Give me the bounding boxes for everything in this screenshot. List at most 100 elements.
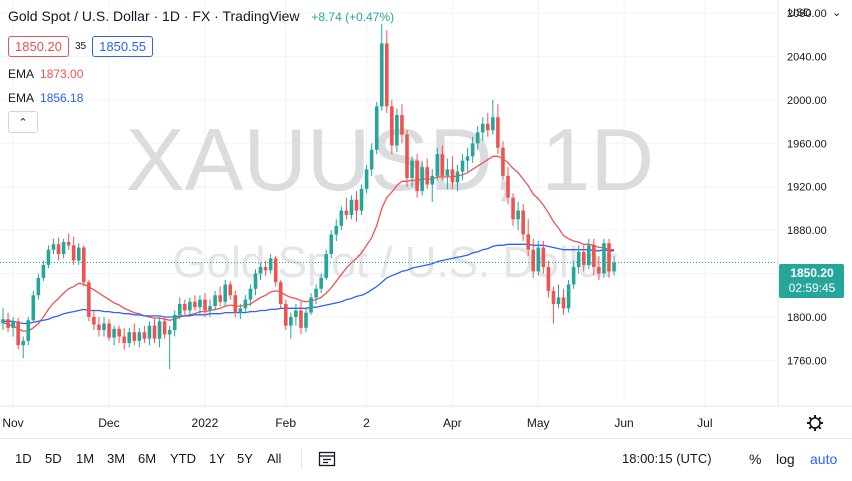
candle[interactable] <box>82 245 86 287</box>
candle[interactable] <box>21 336 25 359</box>
candle[interactable] <box>167 325 172 370</box>
candle[interactable] <box>390 99 394 155</box>
candle[interactable] <box>218 286 222 307</box>
symbol-title[interactable]: Gold Spot / U.S. Dollar · 1D · FX · Trad… <box>8 8 300 24</box>
chevron-down-icon[interactable]: ⌄ <box>832 7 842 19</box>
candle[interactable] <box>233 290 238 317</box>
price-axis[interactable]: 2080.00 2040.00 2000.00 1960.00 1920.00 1880.… <box>777 0 827 406</box>
candle[interactable] <box>607 238 611 278</box>
candle[interactable] <box>410 156 414 187</box>
time-axis[interactable]: Nov Dec 2022 Feb 2 Apr May Jun Jul <box>0 405 852 430</box>
candle[interactable] <box>425 158 429 189</box>
candle[interactable] <box>506 167 510 205</box>
range-3m[interactable]: 3M <box>107 451 126 466</box>
candle[interactable] <box>289 312 293 339</box>
candle[interactable] <box>531 238 536 278</box>
candle[interactable] <box>511 193 515 226</box>
ema-slow-legend[interactable]: EMA 1856.18 <box>8 91 83 105</box>
candle[interactable] <box>561 288 566 315</box>
candle[interactable] <box>329 230 334 259</box>
candle[interactable] <box>475 125 480 150</box>
candle[interactable] <box>354 191 359 222</box>
candle[interactable] <box>465 147 470 172</box>
candle[interactable] <box>405 130 409 187</box>
candle[interactable] <box>299 301 303 335</box>
log-toggle[interactable]: log <box>776 451 795 467</box>
candle[interactable] <box>228 281 233 300</box>
candles[interactable] <box>1 23 616 370</box>
candle[interactable] <box>314 284 318 304</box>
candle[interactable] <box>56 237 61 261</box>
candle[interactable] <box>248 284 253 307</box>
candle[interactable] <box>258 262 263 281</box>
symbol-legend[interactable]: Gold Spot / U.S. Dollar · 1D · FX · Trad… <box>8 8 394 24</box>
candle[interactable] <box>395 108 399 152</box>
candle[interactable] <box>112 325 116 346</box>
candle[interactable] <box>526 219 530 257</box>
candle[interactable] <box>435 147 440 181</box>
candle[interactable] <box>385 30 389 113</box>
candle[interactable] <box>162 316 167 339</box>
candle[interactable] <box>486 112 490 137</box>
candle[interactable] <box>243 295 248 313</box>
candle[interactable] <box>26 316 31 346</box>
candle[interactable] <box>127 327 132 348</box>
candle[interactable] <box>470 136 475 163</box>
candle[interactable] <box>430 169 435 202</box>
candle[interactable] <box>122 327 126 350</box>
candle[interactable] <box>107 319 111 341</box>
range-5d[interactable]: 5D <box>45 451 62 466</box>
candle[interactable] <box>16 318 20 350</box>
candle[interactable] <box>556 284 561 309</box>
candle[interactable] <box>193 295 197 311</box>
candle[interactable] <box>97 316 101 337</box>
candle[interactable] <box>496 104 500 155</box>
candle[interactable] <box>415 154 419 198</box>
currency-selector[interactable]: USD <box>788 7 812 19</box>
candle[interactable] <box>208 299 212 317</box>
candle[interactable] <box>339 206 344 231</box>
candle[interactable] <box>521 204 525 241</box>
ema-fast-legend[interactable]: EMA 1873.00 <box>8 67 83 81</box>
date-range-icon[interactable] <box>318 450 336 468</box>
utc-clock[interactable]: 18:00:15 (UTC) <box>622 451 712 466</box>
candle[interactable] <box>152 319 157 344</box>
sell-price-box[interactable]: 1850.20 <box>8 36 69 57</box>
candle[interactable] <box>551 286 556 324</box>
candle[interactable] <box>1 308 5 331</box>
candle[interactable] <box>31 290 36 323</box>
candle[interactable] <box>177 297 182 320</box>
candle[interactable] <box>203 293 207 317</box>
range-ytd[interactable]: YTD <box>170 451 196 466</box>
candle[interactable] <box>268 254 273 274</box>
candle[interactable] <box>587 238 591 270</box>
candle[interactable] <box>319 273 323 294</box>
candle[interactable] <box>183 299 187 317</box>
candle[interactable] <box>364 165 369 194</box>
candle[interactable] <box>581 245 586 272</box>
candle[interactable] <box>334 219 339 241</box>
candle[interactable] <box>344 197 349 220</box>
candle[interactable] <box>147 321 152 346</box>
candle[interactable] <box>541 240 546 274</box>
candle[interactable] <box>11 316 15 337</box>
candle[interactable] <box>71 236 76 265</box>
candle[interactable] <box>117 325 121 344</box>
range-1d[interactable]: 1D <box>15 451 32 466</box>
range-6m[interactable]: 6M <box>138 451 157 466</box>
candle[interactable] <box>284 299 288 331</box>
candle[interactable] <box>374 102 379 155</box>
candle[interactable] <box>253 269 258 296</box>
candle[interactable] <box>400 104 404 144</box>
candle[interactable] <box>566 280 571 313</box>
candle[interactable] <box>87 280 91 322</box>
candle[interactable] <box>349 195 354 220</box>
candle[interactable] <box>238 303 243 320</box>
candle[interactable] <box>46 245 51 269</box>
candle[interactable] <box>137 327 142 348</box>
candle[interactable] <box>597 256 601 281</box>
auto-scale-toggle[interactable]: auto <box>810 451 838 467</box>
range-all[interactable]: All <box>267 451 282 466</box>
candle[interactable] <box>223 280 227 307</box>
candle[interactable] <box>455 165 460 192</box>
